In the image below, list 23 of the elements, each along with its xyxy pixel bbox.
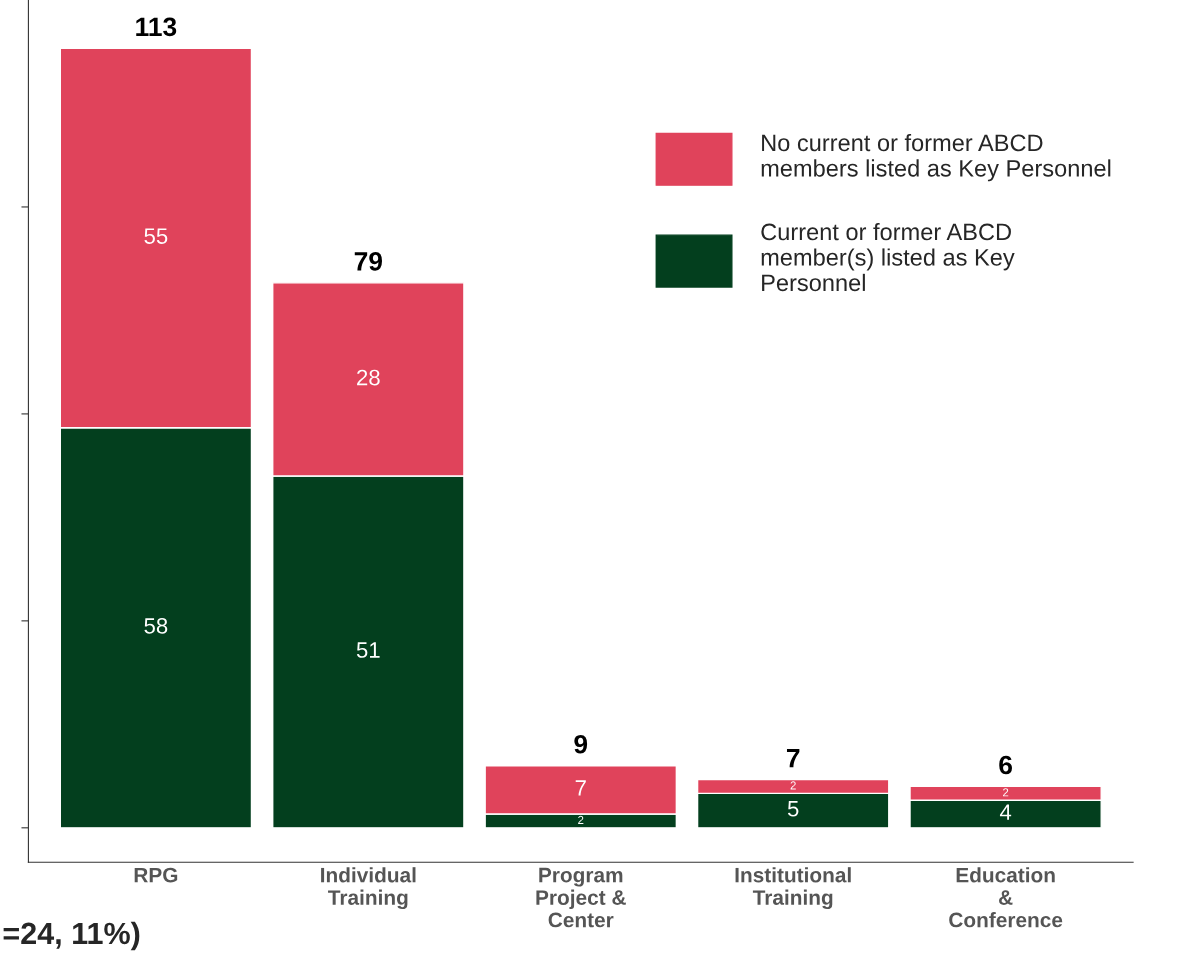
data-label: 51 <box>356 642 380 658</box>
x-tick-label: RPG <box>134 867 178 883</box>
total-label: 79 <box>354 252 383 271</box>
data-label: 4 <box>999 804 1012 820</box>
data-label: 55 <box>144 228 168 244</box>
data-label: 2 <box>1003 788 1009 797</box>
total-label: 9 <box>574 734 588 754</box>
total-label: 113 <box>136 17 177 37</box>
text: =24, 11%) <box>3 921 140 951</box>
x-tick-label: Institutional Training <box>735 867 851 910</box>
legend-label: Current or former ABCD member(s) listed as Key Personnel <box>761 222 1015 292</box>
x-tick-label: Individual Training <box>321 867 416 910</box>
data-label: 28 <box>357 369 380 386</box>
x-tick-label: Education & Conference <box>949 867 1063 928</box>
data-label: 5 <box>787 801 799 817</box>
data-label: 2 <box>578 815 584 824</box>
x-tick-label: Program Project & Center <box>536 867 626 928</box>
data-label: 58 <box>144 617 168 634</box>
data-label: 7 <box>575 780 586 796</box>
total-label: 7 <box>786 749 800 768</box>
data-label: 2 <box>790 781 796 790</box>
legend-label: No current or former ABCD members listed as Key Personnel <box>761 133 1111 182</box>
total-label: 6 <box>999 755 1013 775</box>
